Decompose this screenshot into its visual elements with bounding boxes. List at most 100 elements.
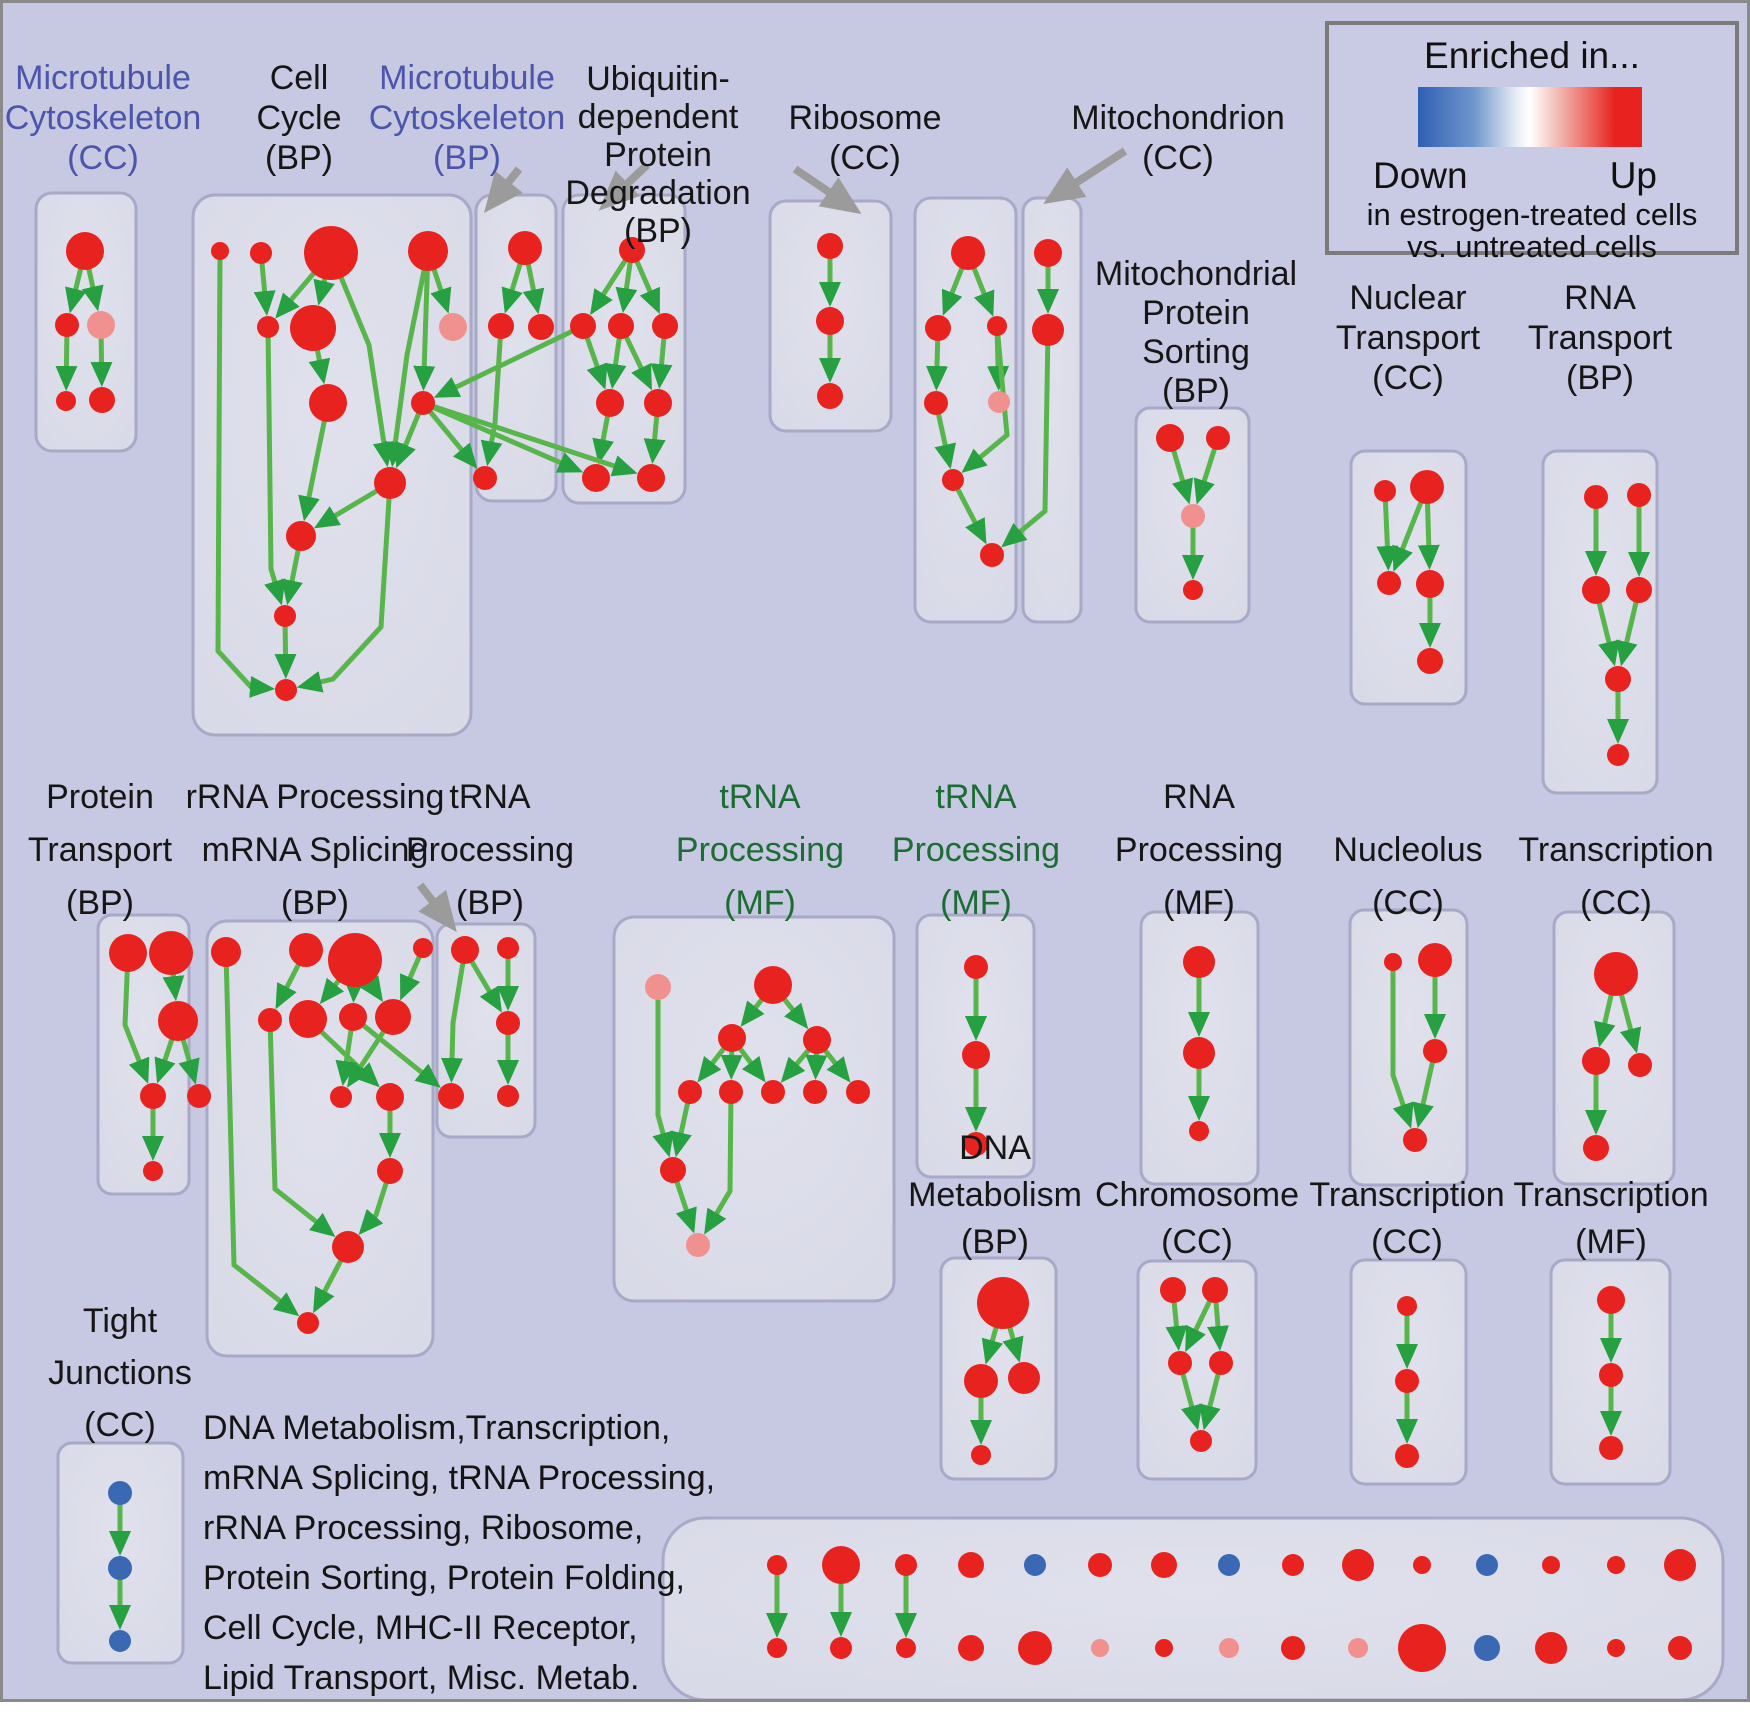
cluster-box-mt-cc <box>34 191 138 453</box>
go-term-node-red <box>660 1157 686 1183</box>
go-term-node-red <box>413 938 433 958</box>
edge-arrow <box>413 250 436 392</box>
go-term-node-red <box>289 1000 327 1038</box>
go-term-node-red <box>816 307 844 335</box>
go-term-node-red <box>1627 483 1651 507</box>
go-term-node-red <box>1034 239 1062 267</box>
go-term-node-red <box>761 1080 785 1104</box>
edge-arrow <box>433 323 585 398</box>
go-term-node-pink <box>1348 1638 1368 1658</box>
go-term-node-red <box>1607 1639 1625 1657</box>
go-term-node-red <box>56 391 76 411</box>
go-term-node-red <box>290 305 336 351</box>
go-term-node-pink <box>1219 1638 1239 1658</box>
go-term-node-red <box>1599 1363 1623 1387</box>
go-term-node-blue <box>108 1481 132 1505</box>
edge-arrow <box>358 1170 393 1235</box>
go-term-node-red <box>1395 1369 1419 1393</box>
go-term-node-red <box>570 313 596 339</box>
go-term-node-red <box>1626 577 1652 603</box>
go-term-node-red <box>1342 1549 1374 1581</box>
edge-arrow <box>422 400 638 477</box>
label-pointer-arrow <box>484 166 523 214</box>
go-term-node-red <box>678 1080 702 1104</box>
go-term-node-blue <box>1218 1554 1240 1576</box>
go-term-node-pink <box>87 311 115 339</box>
go-term-node-red <box>66 232 104 270</box>
go-term-node-pink <box>1181 504 1205 528</box>
edge-arrow <box>422 400 584 473</box>
go-term-node-red <box>339 1003 367 1031</box>
label-pointer-arrow <box>416 882 457 933</box>
go-term-node-red <box>408 231 448 271</box>
label-pointer-arrow <box>1043 147 1128 204</box>
go-term-node-red <box>1395 1444 1419 1468</box>
go-term-node-red <box>980 543 1004 567</box>
edge-arrow <box>215 250 276 698</box>
cluster-box-dna-met <box>939 1256 1058 1481</box>
go-term-node-red <box>971 1445 991 1465</box>
go-term-node-red <box>497 937 519 959</box>
edge-arrow <box>441 949 468 1084</box>
go-term-node-red <box>1384 953 1402 971</box>
go-term-node-red <box>211 242 229 260</box>
go-term-node-red <box>55 313 79 337</box>
go-term-node-red <box>473 466 497 490</box>
go-term-node-red <box>496 1011 520 1035</box>
go-term-node-red <box>275 679 297 701</box>
go-term-node-red <box>528 314 554 340</box>
go-term-node-red <box>767 1555 787 1575</box>
go-term-node-red <box>1607 1556 1625 1574</box>
go-term-node-red <box>1281 1636 1305 1660</box>
go-term-node-red <box>451 936 479 964</box>
edge-arrow <box>122 952 150 1084</box>
edge-arrow <box>328 252 395 468</box>
edge-arrow <box>264 326 286 606</box>
go-term-node-red <box>1584 485 1608 509</box>
go-term-node-red <box>1008 1362 1040 1394</box>
go-term-node-pink <box>686 1233 710 1257</box>
go-term-node-red <box>958 1635 984 1661</box>
go-term-node-red <box>1542 1556 1560 1574</box>
edge-arrow <box>1001 329 1051 548</box>
go-term-node-red <box>1151 1552 1177 1578</box>
go-term-node-red <box>830 1637 852 1659</box>
go-term-node-red <box>309 384 347 422</box>
go-term-node-red <box>332 1231 364 1263</box>
legend-subtitle-2: vs. untreated cells <box>1407 229 1657 264</box>
legend-down-label: Down <box>1373 155 1468 196</box>
go-term-node-red <box>925 315 951 341</box>
cluster-box-chromosome <box>1136 1259 1258 1481</box>
go-term-node-red <box>158 1001 198 1041</box>
label-pointer-arrow <box>598 162 650 211</box>
go-term-node-red <box>297 1312 319 1334</box>
go-term-node-red <box>1377 571 1401 595</box>
edge-arrow <box>1376 490 1399 572</box>
go-term-node-red <box>1018 1631 1052 1665</box>
go-term-node-red <box>817 233 843 259</box>
go-term-node-red <box>1607 744 1629 766</box>
go-term-node-red <box>1597 1286 1625 1314</box>
go-term-node-red <box>803 1026 831 1054</box>
go-term-node-red <box>258 1008 282 1032</box>
go-term-node-red <box>1209 1351 1233 1375</box>
go-term-node-red <box>1605 666 1631 692</box>
go-term-node-red <box>488 313 514 339</box>
edge-arrow <box>296 482 393 693</box>
go-term-node-red <box>1628 1053 1652 1077</box>
go-term-node-red <box>1582 1047 1610 1075</box>
go-term-node-red <box>375 999 411 1035</box>
go-term-node-red <box>817 383 843 409</box>
go-term-node-red <box>951 236 985 270</box>
go-term-node-red <box>304 226 358 280</box>
go-term-node-red <box>1417 648 1443 674</box>
go-term-node-red <box>257 316 279 338</box>
label-pointer-arrow <box>792 165 862 215</box>
go-term-node-red <box>1410 470 1444 504</box>
go-term-node-red <box>328 933 382 987</box>
go-term-node-red <box>1088 1553 1112 1577</box>
go-term-node-red <box>497 1085 519 1107</box>
go-term-node-red <box>438 1083 464 1109</box>
go-term-node-red <box>964 1364 998 1398</box>
